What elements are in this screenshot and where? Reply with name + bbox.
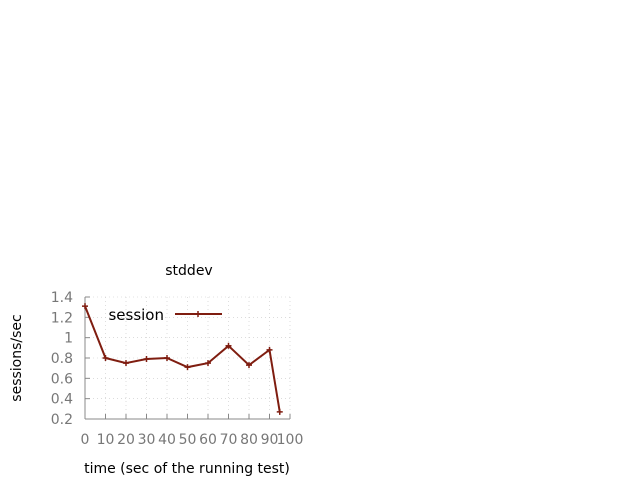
legend: session <box>108 306 222 324</box>
data-point <box>225 342 232 349</box>
x-tick-label: 40 <box>158 432 176 448</box>
y-tick-label: 1.4 <box>51 290 73 306</box>
data-point <box>164 355 170 361</box>
data-point <box>205 360 211 367</box>
data-point <box>246 362 252 369</box>
legend-label: session <box>108 306 164 324</box>
series-layer <box>82 303 283 415</box>
data-point <box>102 355 109 361</box>
x-tick-label: 80 <box>240 432 258 448</box>
axes: 0.2 0.4 0.6 0.8 1 1.2 1.4 0 10 20 30 40 50 60 70 80 9010… <box>51 290 304 448</box>
data-point <box>266 346 273 353</box>
x-tick-label: 90 <box>261 432 279 448</box>
y-tick-label: 0.8 <box>51 351 73 367</box>
x-tick-label: 70 <box>220 432 238 448</box>
legend-marker <box>195 311 201 317</box>
x-tick-label: 50 <box>179 432 197 448</box>
y-tick-label: 0.2 <box>51 412 73 428</box>
x-tick-label: 10 <box>97 432 115 448</box>
y-tick-label: 1 <box>64 331 73 347</box>
x-tick-label: 20 <box>117 432 135 448</box>
data-point <box>143 356 150 363</box>
y-tick-label: 0.6 <box>51 371 73 387</box>
data-point <box>82 303 88 310</box>
x-tick-label: 100 <box>277 432 304 448</box>
x-tick-label: 0 <box>81 432 90 448</box>
y-tick-label: 1.2 <box>51 310 73 326</box>
y-tick-label: 0.4 <box>51 392 73 408</box>
chart-title: stddev <box>165 263 212 279</box>
x-axis-label: time (sec of the running test) <box>84 461 290 477</box>
data-point <box>184 364 191 371</box>
data-point <box>276 408 283 415</box>
x-tick-label: 30 <box>138 432 156 448</box>
x-tick-label: 60 <box>199 432 217 448</box>
data-point <box>123 360 129 367</box>
y-axis-label: sessions/sec <box>9 314 25 401</box>
